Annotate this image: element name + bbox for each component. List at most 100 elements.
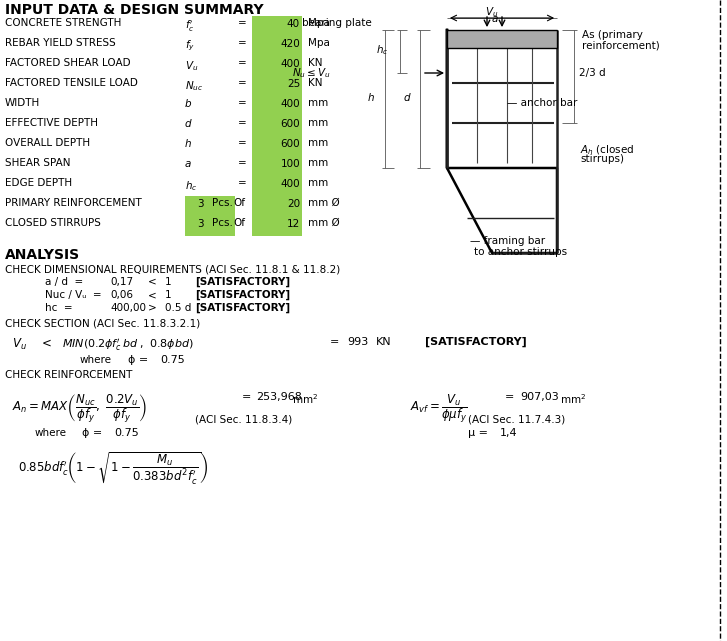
Text: [SATISFACTORY]: [SATISFACTORY] bbox=[425, 337, 527, 347]
Text: Pcs.: Pcs. bbox=[212, 218, 233, 228]
Text: $A_n = MAX\left(\dfrac{N_{uc}}{\phi f_y},\ \dfrac{0.2V_u}{\phi f_y}\right)$: $A_n = MAX\left(\dfrac{N_{uc}}{\phi f_y}… bbox=[12, 392, 148, 425]
Text: mm: mm bbox=[308, 118, 329, 128]
Text: [SATISFACTORY]: [SATISFACTORY] bbox=[195, 290, 290, 300]
Text: $h_c$: $h_c$ bbox=[185, 179, 198, 193]
Text: CLOSED STIRRUPS: CLOSED STIRRUPS bbox=[5, 218, 101, 228]
Text: 993: 993 bbox=[347, 337, 369, 347]
Text: Nuc / Vᵤ  =: Nuc / Vᵤ = bbox=[45, 290, 102, 300]
Text: (ACI Sec. 11.7.4.3): (ACI Sec. 11.7.4.3) bbox=[468, 414, 566, 424]
Text: 40: 40 bbox=[287, 19, 300, 29]
Text: 1: 1 bbox=[165, 290, 172, 300]
Bar bbox=[252, 176, 302, 196]
Text: — anchor bar: — anchor bar bbox=[507, 98, 577, 108]
Text: ϕ =: ϕ = bbox=[82, 428, 103, 438]
Text: $f_c'$: $f_c'$ bbox=[185, 19, 195, 35]
Bar bbox=[252, 216, 302, 236]
Text: As (primary: As (primary bbox=[582, 30, 643, 40]
Text: (ACI Sec. 11.8.3.4): (ACI Sec. 11.8.3.4) bbox=[195, 414, 292, 424]
Text: CHECK DIMENSIONAL REQUIREMENTS (ACI Sec. 11.8.1 & 11.8.2): CHECK DIMENSIONAL REQUIREMENTS (ACI Sec.… bbox=[5, 264, 340, 274]
Text: 0.75: 0.75 bbox=[114, 428, 139, 438]
Text: REBAR YIELD STRESS: REBAR YIELD STRESS bbox=[5, 38, 116, 48]
Text: $f_y$: $f_y$ bbox=[185, 39, 195, 53]
Text: =: = bbox=[238, 38, 246, 48]
Bar bbox=[252, 56, 302, 76]
Text: $MIN(0.2\phi f_c'\,bd\ ,\ 0.8\phi bd)$: $MIN(0.2\phi f_c'\,bd\ ,\ 0.8\phi bd)$ bbox=[62, 337, 193, 353]
Text: where: where bbox=[35, 428, 67, 438]
Text: $A_{vf} = \dfrac{V_u}{\phi\mu f_y}$: $A_{vf} = \dfrac{V_u}{\phi\mu f_y}$ bbox=[410, 392, 467, 425]
Text: bearing plate: bearing plate bbox=[302, 18, 371, 28]
Text: =: = bbox=[330, 337, 340, 347]
Text: PRIMARY REINFORCEMENT: PRIMARY REINFORCEMENT bbox=[5, 198, 142, 208]
Text: EFFECTIVE DEPTH: EFFECTIVE DEPTH bbox=[5, 118, 98, 128]
Text: 0,06: 0,06 bbox=[110, 290, 133, 300]
Bar bbox=[252, 96, 302, 116]
Text: 600: 600 bbox=[281, 139, 300, 149]
Text: CONCRETE STRENGTH: CONCRETE STRENGTH bbox=[5, 18, 121, 28]
Bar bbox=[185, 196, 235, 216]
Text: 3: 3 bbox=[197, 199, 204, 209]
Text: FACTORED TENSILE LOAD: FACTORED TENSILE LOAD bbox=[5, 78, 138, 88]
Text: Of: Of bbox=[233, 198, 245, 208]
Bar bbox=[252, 116, 302, 136]
Text: =: = bbox=[238, 18, 246, 28]
Text: $V_u$: $V_u$ bbox=[12, 337, 27, 352]
Bar bbox=[252, 16, 302, 36]
Text: OVERALL DEPTH: OVERALL DEPTH bbox=[5, 138, 90, 148]
Text: Of: Of bbox=[233, 218, 245, 228]
Text: =: = bbox=[238, 178, 246, 188]
Text: ANALYSIS: ANALYSIS bbox=[5, 248, 80, 262]
Text: 25: 25 bbox=[286, 79, 300, 89]
Text: a: a bbox=[491, 14, 498, 24]
Text: INPUT DATA & DESIGN SUMMARY: INPUT DATA & DESIGN SUMMARY bbox=[5, 3, 264, 17]
Bar bbox=[447, 30, 557, 48]
Text: <: < bbox=[148, 290, 157, 300]
Text: 400: 400 bbox=[281, 99, 300, 109]
Text: where: where bbox=[80, 355, 112, 365]
Text: $V_u$: $V_u$ bbox=[185, 59, 198, 73]
Text: Mpa: Mpa bbox=[308, 38, 330, 48]
Text: 400: 400 bbox=[281, 59, 300, 69]
Text: a / d  =: a / d = bbox=[45, 277, 84, 287]
Text: h: h bbox=[367, 93, 374, 103]
Text: 400,00: 400,00 bbox=[110, 303, 146, 313]
Text: =: = bbox=[242, 392, 252, 402]
Text: 600: 600 bbox=[281, 119, 300, 129]
Text: 12: 12 bbox=[286, 219, 300, 229]
Text: KN: KN bbox=[308, 58, 323, 68]
Text: ϕ =: ϕ = bbox=[128, 355, 148, 365]
Text: $V_u$: $V_u$ bbox=[486, 5, 499, 19]
Text: Mpa: Mpa bbox=[308, 18, 330, 28]
Text: $0.85bd f_c'\left(1 - \sqrt{1 - \dfrac{M_u}{0.383bd^2 f_c'}}\right)$: $0.85bd f_c'\left(1 - \sqrt{1 - \dfrac{M… bbox=[18, 450, 208, 486]
Text: CHECK REINFORCEMENT: CHECK REINFORCEMENT bbox=[5, 370, 132, 380]
Text: mm: mm bbox=[308, 98, 329, 108]
Bar bbox=[252, 136, 302, 156]
Text: a: a bbox=[185, 159, 191, 169]
Text: 2/3 d: 2/3 d bbox=[579, 68, 606, 78]
Text: >: > bbox=[148, 303, 157, 313]
Text: 0,17: 0,17 bbox=[110, 277, 133, 287]
Text: 1,4: 1,4 bbox=[500, 428, 518, 438]
Bar bbox=[252, 76, 302, 96]
Text: stirrups): stirrups) bbox=[580, 154, 624, 164]
Text: mm: mm bbox=[308, 158, 329, 168]
Text: 0.5 d: 0.5 d bbox=[165, 303, 191, 313]
Text: =: = bbox=[238, 78, 246, 88]
Text: mm: mm bbox=[308, 138, 329, 148]
Text: $h_c$: $h_c$ bbox=[376, 43, 388, 57]
Text: $A_h$ (closed: $A_h$ (closed bbox=[580, 143, 635, 156]
Text: 20: 20 bbox=[287, 199, 300, 209]
Bar bbox=[185, 216, 235, 236]
Text: d: d bbox=[185, 119, 192, 129]
Text: =: = bbox=[505, 392, 515, 402]
Text: 907,03: 907,03 bbox=[520, 392, 559, 402]
Bar bbox=[252, 196, 302, 216]
Text: KN: KN bbox=[376, 337, 392, 347]
Text: =: = bbox=[238, 158, 246, 168]
Bar bbox=[252, 156, 302, 176]
Text: 1: 1 bbox=[165, 277, 172, 287]
Text: 0.75: 0.75 bbox=[160, 355, 185, 365]
Text: mm$^2$: mm$^2$ bbox=[292, 392, 318, 406]
Text: d: d bbox=[403, 93, 410, 103]
Text: mm Ø: mm Ø bbox=[308, 198, 340, 208]
Text: h: h bbox=[185, 139, 192, 149]
